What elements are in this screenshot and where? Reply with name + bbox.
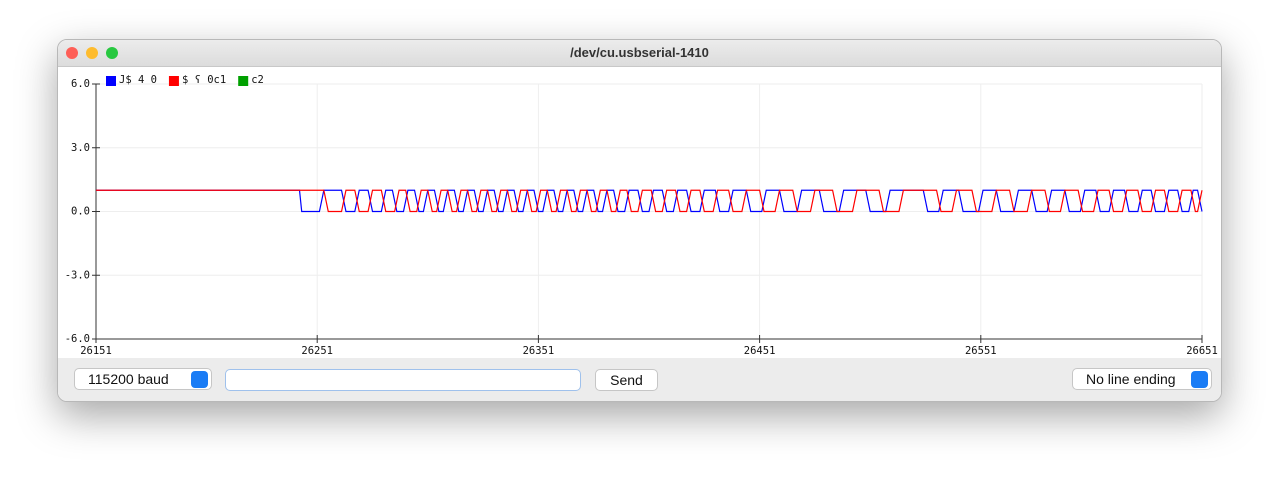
legend-swatch bbox=[106, 76, 116, 86]
x-tick-label: 26451 bbox=[744, 345, 776, 357]
y-tick-label: 6.0 bbox=[71, 78, 90, 90]
x-tick-label: 26651 bbox=[1186, 345, 1218, 357]
zoom-button[interactable] bbox=[106, 47, 118, 59]
window: /dev/cu.usbserial-1410 115200 baud Send … bbox=[57, 39, 1222, 402]
y-tick-label: 0.0 bbox=[71, 206, 90, 218]
line-ending-select[interactable]: No line ending bbox=[1072, 368, 1212, 390]
legend-label: $ ʕ 0c1 bbox=[182, 74, 226, 86]
window-title: /dev/cu.usbserial-1410 bbox=[570, 45, 709, 60]
select-arrow bbox=[191, 371, 208, 388]
legend-label: J$ 4 0 bbox=[119, 74, 157, 86]
close-button[interactable] bbox=[66, 47, 78, 59]
y-tick-label: 3.0 bbox=[71, 142, 90, 154]
baud-select[interactable]: 115200 baud bbox=[74, 368, 212, 390]
baud-label: 115200 baud bbox=[88, 371, 169, 387]
send-button[interactable]: Send bbox=[595, 369, 658, 391]
x-tick-label: 26251 bbox=[301, 345, 333, 357]
legend-swatch bbox=[168, 76, 179, 86]
series-line bbox=[96, 189, 1203, 213]
legend-swatch bbox=[238, 76, 249, 86]
series-line bbox=[96, 189, 1203, 213]
minimize-button[interactable] bbox=[86, 47, 98, 59]
y-tick-label: -6.0 bbox=[65, 333, 90, 345]
toolbar: 115200 baud Send No line ending bbox=[58, 358, 1221, 401]
title-bar: /dev/cu.usbserial-1410 bbox=[58, 40, 1221, 67]
select-arrow bbox=[1191, 371, 1208, 388]
x-tick-label: 26351 bbox=[523, 345, 555, 357]
line-ending-label: No line ending bbox=[1086, 371, 1176, 387]
x-tick-label: 26551 bbox=[965, 345, 997, 357]
send-label: Send bbox=[610, 372, 643, 388]
x-tick-label: 26151 bbox=[80, 345, 112, 357]
legend-label: c2 bbox=[251, 74, 264, 86]
y-tick-label: -3.0 bbox=[65, 269, 90, 281]
message-input[interactable] bbox=[225, 369, 581, 391]
